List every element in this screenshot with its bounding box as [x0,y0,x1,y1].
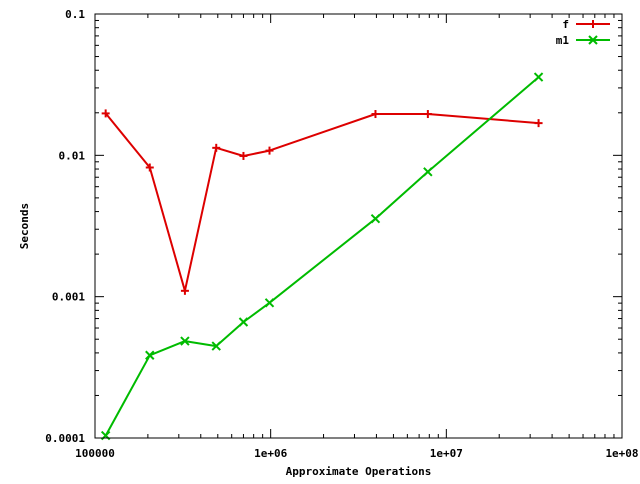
plot-series [100,72,544,441]
data-point-f [534,119,543,128]
x-tick-label: 1e+08 [605,447,638,460]
marker-stroke [264,298,275,308]
marker-stroke [211,341,221,351]
data-point-m1 [238,317,249,327]
marker-stroke [533,72,544,82]
data-point-f [265,146,274,155]
y-tick-label: 0.01 [59,149,86,162]
series-line-m1 [104,76,540,437]
data-point-f [212,143,221,152]
marker-stroke [370,214,381,224]
data-point-f [101,109,110,118]
y-tick-label: 0.1 [65,8,85,21]
data-point-m1 [533,72,544,82]
data-point-f [371,110,380,119]
series-m1 [100,72,544,441]
y-axis-title: Seconds [18,203,31,249]
y-tick-label: 0.001 [52,291,85,304]
legend: f m1 [556,18,610,47]
data-point-m1 [370,214,381,224]
x-axis-title: Approximate Operations [286,465,432,478]
series-line-f [104,112,539,292]
series-f [101,109,543,295]
data-point-f [423,110,432,119]
x-tick-label: 1e+06 [254,447,287,460]
legend-item-f: f [562,18,610,31]
axis-ticks [94,13,623,439]
y-tick-label: 0.0001 [45,432,85,445]
legend-label: f [562,18,569,31]
x-tick-label: 1e+07 [430,447,463,460]
marker-stroke [238,317,249,327]
data-point-m1 [180,336,190,346]
data-point-m1 [423,167,433,177]
legend-item-m1: m1 [556,34,610,47]
data-point-m1 [264,298,275,308]
plot-frame [94,13,623,439]
legend-marker [588,35,598,45]
x-tick-label: 100000 [75,447,115,460]
legend-marker [589,20,597,28]
data-point-f [239,151,248,160]
tick-labels: 100000 1e+06 1e+07 1e+08 0.0001 0.001 0.01 0.1 [45,8,638,460]
marker-stroke [145,350,155,360]
data-point-f [145,163,154,172]
marker-stroke [180,336,190,346]
data-point-m1 [211,341,221,351]
marker-stroke [423,167,433,177]
marker-stroke [588,35,598,45]
legend-label: m1 [556,34,570,47]
data-point-f [180,286,189,295]
data-point-m1 [145,350,155,360]
